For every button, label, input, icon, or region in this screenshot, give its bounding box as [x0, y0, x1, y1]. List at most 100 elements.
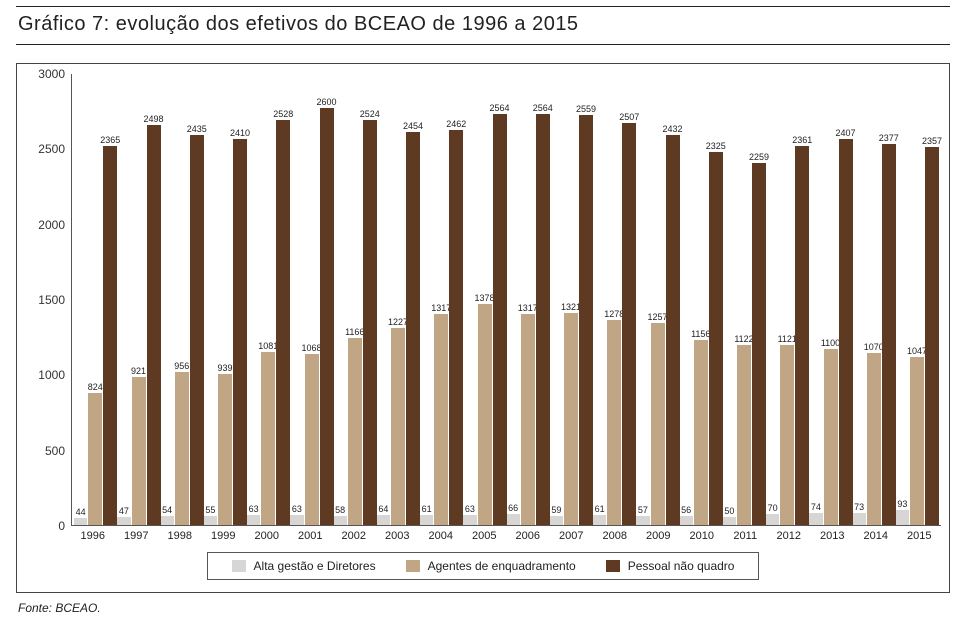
- bar-wrap: 1317: [434, 304, 448, 525]
- bar-value-label: 61: [422, 505, 432, 514]
- bar: [117, 517, 130, 525]
- year-column: 6310682600: [290, 98, 333, 525]
- bar: [88, 393, 102, 525]
- bar-wrap: 70: [766, 504, 779, 525]
- legend-swatch: [232, 560, 246, 572]
- bar-value-label: 63: [292, 505, 302, 514]
- bar-wrap: 2524: [363, 110, 377, 525]
- bar-wrap: 59: [550, 506, 563, 525]
- bar-wrap: 63: [247, 505, 260, 525]
- x-tick-label: 2006: [506, 526, 550, 542]
- y-tick: 1500: [38, 293, 65, 307]
- legend-item: Pessoal não quadro: [606, 559, 735, 573]
- x-tick-label: 1998: [158, 526, 202, 542]
- year-column: 9310472357: [896, 137, 939, 525]
- bar: [536, 114, 550, 525]
- y-axis: 050010001500200025003000: [25, 74, 71, 526]
- bar: [261, 352, 275, 525]
- bar: [579, 115, 593, 525]
- x-tick-label: 2015: [898, 526, 942, 542]
- bar-value-label: 824: [88, 383, 103, 392]
- y-tick: 3000: [38, 67, 65, 81]
- bar-wrap: 2365: [103, 136, 117, 525]
- bar: [723, 517, 736, 525]
- legend-swatch: [406, 560, 420, 572]
- year-column: 559392410: [204, 129, 247, 525]
- bar-value-label: 56: [681, 506, 691, 515]
- bar-wrap: 2564: [536, 104, 550, 525]
- year-column: 7011212361: [766, 136, 809, 525]
- bar-wrap: 66: [507, 504, 520, 525]
- x-axis: 1996199719981999200020012002200320042005…: [71, 526, 941, 542]
- bar-wrap: 2435: [190, 125, 204, 525]
- y-tick: 2500: [38, 142, 65, 156]
- bar-wrap: 63: [463, 505, 476, 525]
- bar: [334, 516, 347, 525]
- bar: [680, 516, 693, 525]
- bar-value-label: 57: [638, 506, 648, 515]
- bar: [420, 515, 433, 525]
- bar: [147, 125, 161, 526]
- year-column: 448242365: [74, 136, 117, 525]
- bar-wrap: 1100: [824, 339, 838, 525]
- bar-wrap: 1070: [867, 343, 881, 525]
- bar: [593, 515, 606, 525]
- rule-under-title: [16, 44, 950, 45]
- bar-wrap: 1257: [651, 313, 665, 525]
- x-axis-row: 1996199719981999200020012002200320042005…: [25, 526, 941, 542]
- bar-wrap: 2528: [276, 110, 290, 525]
- bar-value-label: 55: [205, 506, 215, 515]
- bar-wrap: 2462: [449, 120, 463, 525]
- bar: [867, 353, 881, 525]
- bar-value-label: 1047: [907, 347, 927, 356]
- bar: [406, 132, 420, 525]
- bar: [896, 510, 909, 525]
- bar-value-label: 54: [162, 506, 172, 515]
- bar: [348, 338, 362, 525]
- bar: [752, 163, 766, 525]
- title-block: Gráfico 7: evolução dos efetivos do BCEA…: [16, 7, 950, 44]
- bar: [795, 146, 809, 525]
- bar-value-label: 58: [335, 506, 345, 515]
- bar-wrap: 55: [204, 506, 217, 525]
- x-tick-label: 2001: [289, 526, 333, 542]
- chart-frame: 050010001500200025003000 448242365479212…: [16, 63, 950, 593]
- x-tick-label: 2010: [680, 526, 724, 542]
- x-tick-label: 2009: [637, 526, 681, 542]
- bar-value-label: 1321: [561, 303, 581, 312]
- bar: [493, 114, 507, 525]
- year-column: 6613172564: [507, 104, 550, 525]
- x-tick-label: 2012: [767, 526, 811, 542]
- bar: [666, 135, 680, 525]
- bar-wrap: 93: [896, 500, 909, 525]
- year-column: 58 11662524: [334, 110, 377, 525]
- y-tick: 1000: [38, 368, 65, 382]
- bar-value-label: 59: [551, 506, 561, 515]
- bar: [925, 147, 939, 525]
- year-column: 549562435: [161, 125, 204, 525]
- bar-wrap: 2498: [147, 115, 161, 526]
- bar: [320, 108, 334, 525]
- bar-value-label: 1122: [734, 335, 753, 344]
- y-tick: 500: [45, 444, 65, 458]
- bar: [132, 377, 146, 525]
- bar-value-label: 1278: [604, 310, 624, 319]
- bar-wrap: 1081: [261, 342, 275, 525]
- x-tick-label: 2003: [376, 526, 420, 542]
- x-tick-label: 2013: [811, 526, 855, 542]
- bar-value-label: 1166: [345, 328, 364, 337]
- year-column: 7411002407: [809, 129, 852, 525]
- bar-wrap: 54: [161, 506, 174, 525]
- bar-wrap: 1227: [391, 318, 405, 525]
- bar-wrap: 2361: [795, 136, 809, 525]
- bar: [161, 516, 174, 525]
- chart-title: Gráfico 7: evolução dos efetivos do BCEA…: [18, 13, 579, 35]
- bar: [449, 130, 463, 525]
- bar-wrap: 921: [132, 367, 146, 525]
- bar: [305, 354, 319, 525]
- bar: [780, 345, 794, 525]
- bar: [363, 120, 377, 525]
- bar: [550, 516, 563, 525]
- bar-wrap: 63: [290, 505, 303, 525]
- bar-value-label: 73: [854, 503, 864, 512]
